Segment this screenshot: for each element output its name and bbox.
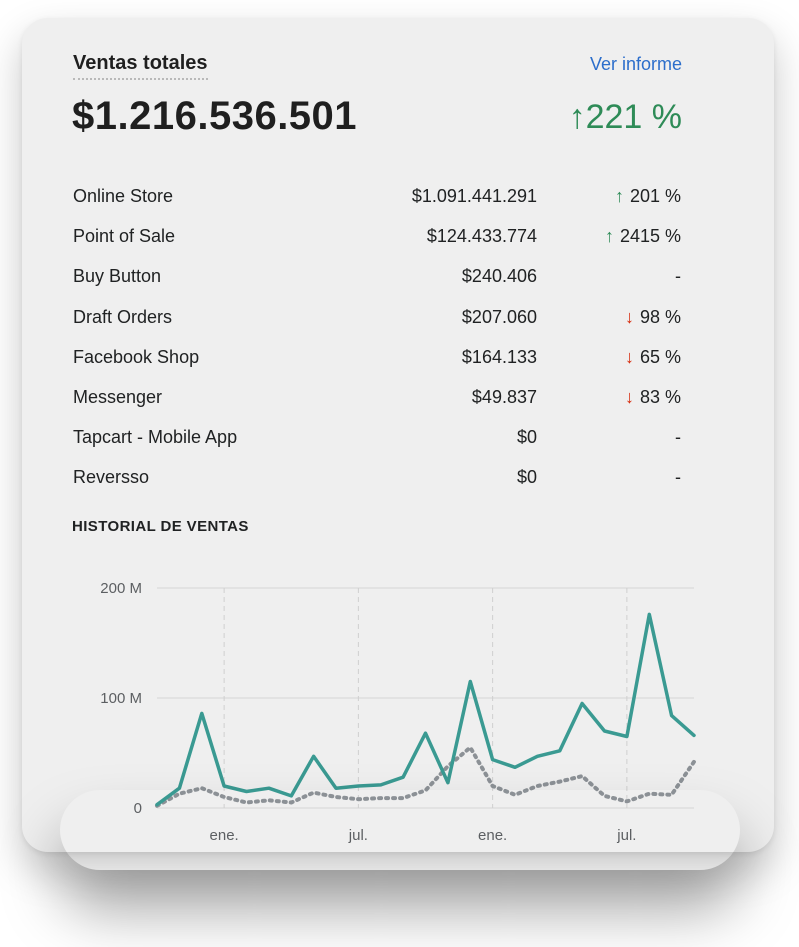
channel-change: - (675, 427, 681, 448)
channel-change: ↑ 201 % (615, 186, 681, 207)
channel-amount: $0 (516, 427, 537, 448)
y-tick-label: 200 M (100, 580, 142, 597)
channel-row: Facebook Shop $164.133 ↓ 65 % (73, 339, 681, 379)
channel-name: Facebook Shop (73, 346, 200, 367)
y-tick-label: 0 (134, 800, 142, 817)
channel-change-value: 201 % (629, 186, 681, 206)
channel-change-value: - (675, 427, 681, 448)
channel-change-value: - (675, 266, 681, 287)
channel-change: ↓ 65 % (625, 347, 681, 368)
channel-name: Draft Orders (73, 306, 173, 327)
channel-row: Tapcart - Mobile App $0 - (73, 419, 681, 459)
arrow-up-icon: ↑ (568, 98, 586, 136)
arrow-up-icon: ↑ (614, 186, 624, 206)
x-tick-label: ene. (210, 827, 239, 844)
channel-change-value: 98 % (639, 306, 681, 327)
x-tick-label: jul. (616, 827, 636, 844)
channel-amount: $0 (516, 467, 537, 488)
x-tick-label: jul. (348, 827, 368, 844)
sales-history-title: HISTORIAL DE VENTAS (72, 518, 249, 535)
x-tick-label: ene. (478, 827, 507, 844)
total-sales-change: ↑221 % (569, 98, 682, 137)
channel-change-value: 83 % (639, 386, 681, 407)
y-tick-label: 100 M (100, 690, 142, 707)
arrow-down-icon: ↓ (624, 346, 634, 367)
channel-change: ↓ 83 % (625, 387, 681, 408)
previous-period-line (155, 745, 696, 808)
arrow-down-icon: ↓ (624, 386, 634, 407)
channel-name: Reversso (73, 467, 150, 488)
channel-row: Buy Button $240.406 - (73, 258, 681, 298)
channel-change: - (675, 467, 681, 488)
total-sales-card: Ventas totales Ver informe $1.216.536.50… (22, 18, 774, 852)
total-sales-value: $1.216.536.501 (72, 94, 358, 138)
channel-name: Buy Button (73, 266, 162, 287)
channel-change-value: - (675, 467, 681, 488)
channel-amount: $1.091.441.291 (411, 186, 537, 206)
channel-amount: $207.060 (461, 306, 537, 327)
total-change-value: 221 % (585, 98, 682, 136)
card-shadow (60, 790, 740, 870)
channel-name: Point of Sale (73, 226, 176, 247)
sales-by-channel-list: Online Store $1.091.441.291 ↑ 201 % Point of… (73, 178, 681, 500)
channel-row: Draft Orders $207.060 ↓ 98 % (73, 299, 681, 339)
channel-amount: $164.133 (461, 346, 537, 367)
arrow-up-icon: ↑ (604, 226, 614, 247)
view-report-link[interactable]: Ver informe (589, 54, 682, 74)
card-title: Ventas totales (73, 52, 208, 80)
channel-change-value: 65 % (639, 346, 681, 367)
channel-name: Messenger (73, 386, 163, 407)
channel-amount: $240.406 (461, 266, 537, 287)
channel-change: ↓ 98 % (625, 307, 681, 328)
channel-row: Reversso $0 - (73, 459, 681, 499)
sales-history-chart: 0 100 M 200 M ene. jul. ene. jul. (100, 580, 696, 844)
channel-row: Point of Sale $124.433.774 ↑ 2415 % (73, 218, 681, 258)
channel-name: Tapcart - Mobile App (73, 427, 238, 448)
arrow-down-icon: ↓ (624, 306, 634, 327)
current-period-line (155, 612, 696, 807)
channel-amount: $124.433.774 (426, 226, 537, 247)
channel-change: ↑ 2415 % (605, 226, 681, 247)
channel-change: - (675, 266, 681, 287)
channel-row: Messenger $49.837 ↓ 83 % (73, 379, 681, 419)
channel-change-value: 2415 % (619, 226, 681, 247)
channel-amount: $49.837 (471, 386, 537, 407)
channel-name: Online Store (73, 186, 174, 206)
channel-row: Online Store $1.091.441.291 ↑ 201 % (73, 178, 681, 218)
